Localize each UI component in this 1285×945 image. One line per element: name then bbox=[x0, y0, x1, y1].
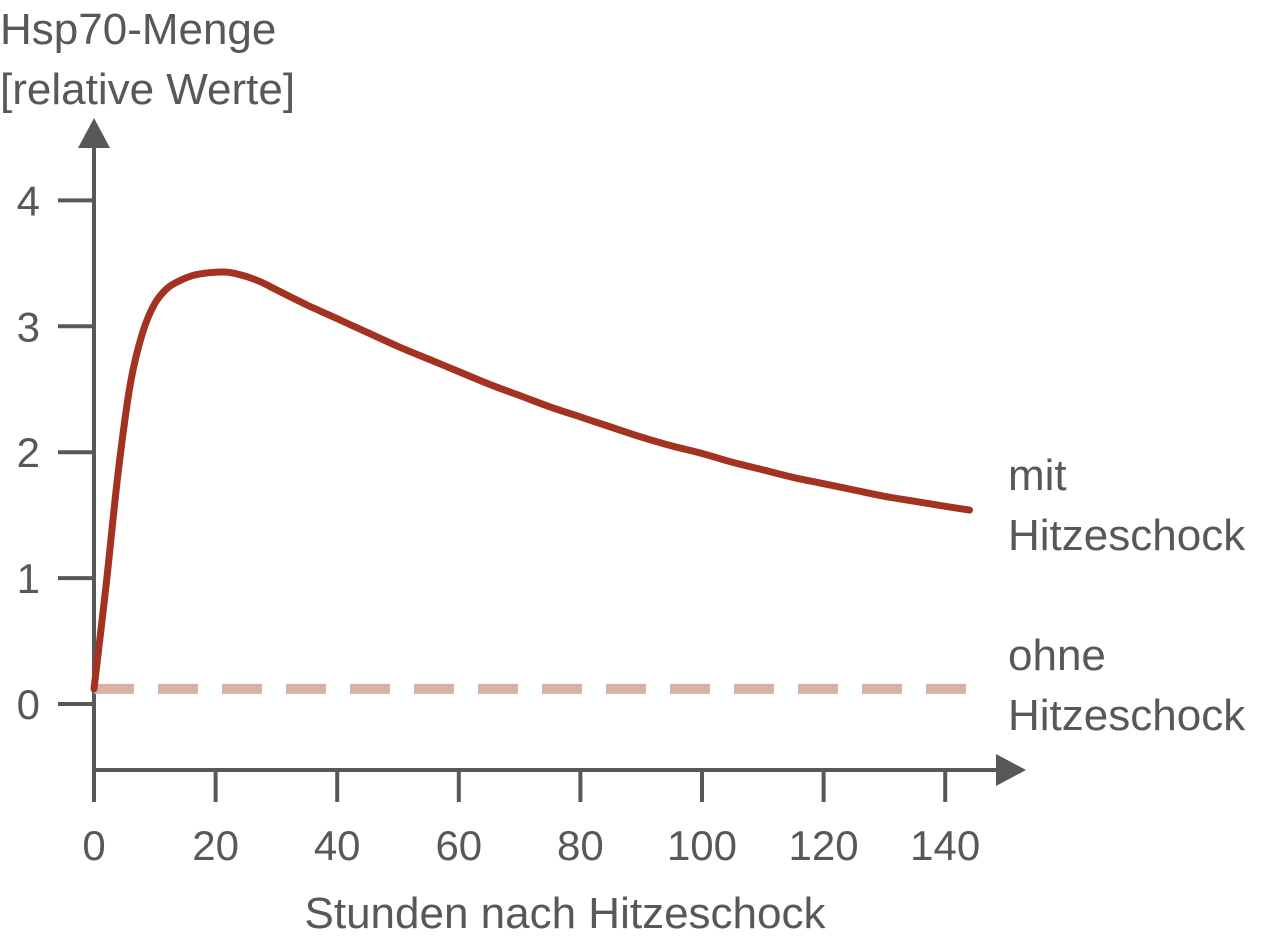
x-tick-label: 0 bbox=[82, 822, 105, 869]
y-axis-arrow-icon bbox=[78, 118, 110, 148]
x-tick-label: 60 bbox=[435, 822, 482, 869]
x-tick-label: 100 bbox=[667, 822, 737, 869]
y-tick-label: 0 bbox=[17, 681, 40, 728]
x-tick-label: 80 bbox=[557, 822, 604, 869]
y-tick-label: 4 bbox=[17, 177, 40, 224]
x-axis-arrow-icon bbox=[996, 754, 1026, 786]
series-label-mit-line2: Hitzeschock bbox=[1008, 511, 1246, 560]
x-tick-label: 140 bbox=[910, 822, 980, 869]
series-label-ohne-line1: ohne bbox=[1008, 631, 1106, 680]
series-label-ohne-line2: Hitzeschock bbox=[1008, 691, 1246, 740]
y-axis-title-line2: [relative Werte] bbox=[0, 65, 295, 114]
x-tick-label: 20 bbox=[192, 822, 239, 869]
y-tick-label: 2 bbox=[17, 429, 40, 476]
series-layer bbox=[90, 268, 976, 694]
series-label-mit-line1: mit bbox=[1008, 451, 1067, 500]
x-tick-label: 120 bbox=[789, 822, 859, 869]
series-line-mit-hitzeschock bbox=[90, 268, 973, 693]
x-ticks: 0 20 40 60 80 100 120 140 bbox=[82, 770, 980, 869]
y-tick-label: 3 bbox=[17, 303, 40, 350]
x-tick-label: 40 bbox=[314, 822, 361, 869]
y-ticks: 0 1 2 3 4 bbox=[17, 177, 94, 728]
y-tick-label: 1 bbox=[17, 555, 40, 602]
x-axis-title: Stunden nach Hitzeschock bbox=[305, 889, 827, 938]
y-axis-title-line1: Hsp70-Menge bbox=[0, 5, 276, 54]
